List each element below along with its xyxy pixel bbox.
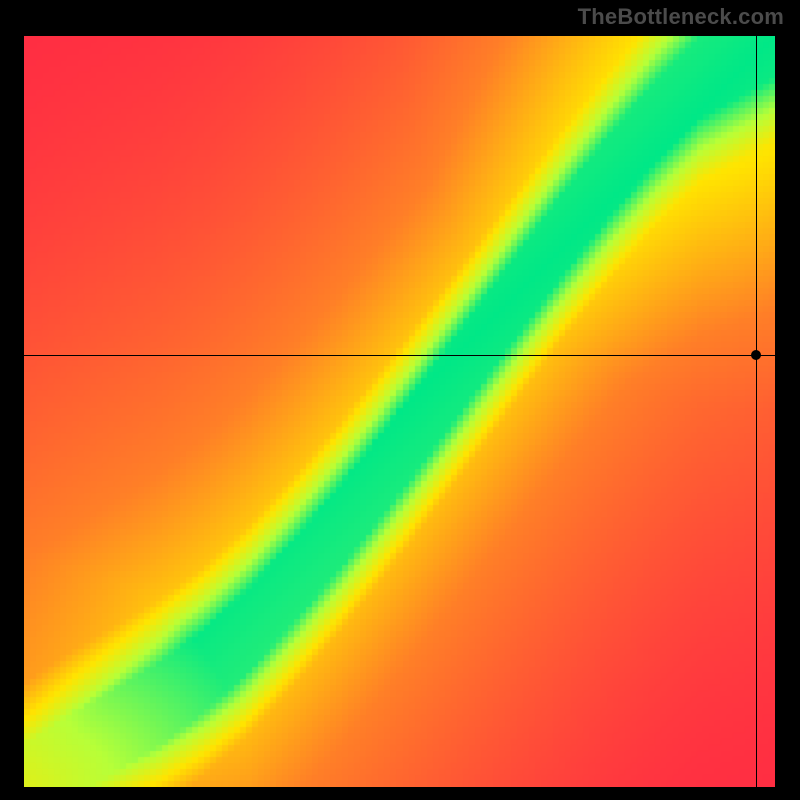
watermark-text: TheBottleneck.com bbox=[578, 4, 784, 30]
crosshair-marker bbox=[751, 350, 761, 360]
crosshair-horizontal bbox=[24, 355, 775, 356]
figure-container: TheBottleneck.com bbox=[0, 0, 800, 800]
heatmap-canvas bbox=[24, 36, 775, 787]
plot-area bbox=[24, 36, 775, 787]
crosshair-vertical bbox=[756, 36, 757, 787]
